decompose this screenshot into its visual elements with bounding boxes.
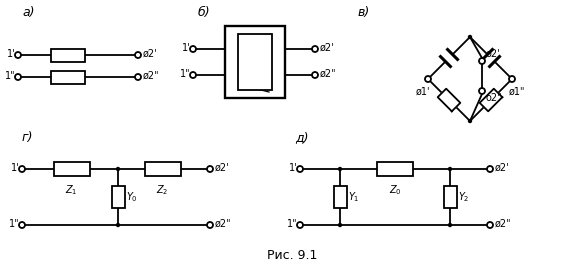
Circle shape — [116, 223, 120, 227]
Circle shape — [487, 222, 493, 228]
Bar — [112, 186, 125, 208]
Text: 1": 1" — [5, 71, 16, 81]
Text: ø1': ø1' — [416, 87, 430, 97]
Circle shape — [135, 52, 141, 58]
Circle shape — [135, 74, 141, 80]
Text: o2": o2" — [486, 93, 503, 103]
Bar — [238, 34, 272, 90]
Text: $Y_0$: $Y_0$ — [126, 190, 138, 204]
Polygon shape — [480, 89, 503, 111]
Polygon shape — [438, 89, 460, 111]
Circle shape — [338, 167, 342, 171]
Bar — [443, 186, 456, 208]
Bar — [145, 162, 181, 176]
Text: г): г) — [22, 131, 33, 144]
Text: 1": 1" — [287, 219, 298, 229]
Circle shape — [19, 166, 25, 172]
Circle shape — [207, 222, 213, 228]
Circle shape — [312, 46, 318, 52]
Circle shape — [509, 76, 515, 82]
Text: $Y_1$: $Y_1$ — [348, 190, 360, 204]
Circle shape — [297, 222, 303, 228]
Circle shape — [19, 222, 25, 228]
Circle shape — [190, 46, 196, 52]
Circle shape — [338, 223, 342, 227]
Text: $Z_2$: $Z_2$ — [156, 183, 168, 197]
Text: o2': o2' — [486, 49, 501, 59]
Circle shape — [479, 58, 485, 64]
Bar — [225, 26, 285, 98]
Bar — [54, 162, 90, 176]
Text: ø2": ø2" — [143, 71, 160, 81]
Text: $Y_2$: $Y_2$ — [458, 190, 470, 204]
Text: 1': 1' — [183, 43, 191, 53]
Circle shape — [468, 35, 472, 39]
Circle shape — [207, 166, 213, 172]
Text: 1": 1" — [180, 69, 191, 79]
Text: 1': 1' — [290, 163, 298, 173]
Text: д): д) — [295, 131, 308, 144]
Text: Рис. 9.1: Рис. 9.1 — [267, 249, 317, 262]
Circle shape — [479, 88, 485, 94]
Text: ø2': ø2' — [215, 163, 230, 173]
Circle shape — [448, 167, 452, 171]
Text: $Z_0$: $Z_0$ — [388, 183, 401, 197]
Circle shape — [448, 223, 452, 227]
Circle shape — [116, 167, 120, 171]
Text: ø2': ø2' — [143, 49, 157, 59]
Circle shape — [487, 166, 493, 172]
Text: $Z_1$: $Z_1$ — [65, 183, 77, 197]
Circle shape — [468, 119, 472, 123]
Circle shape — [425, 76, 431, 82]
Circle shape — [312, 72, 318, 78]
Circle shape — [190, 72, 196, 78]
Bar — [333, 186, 346, 208]
Text: ø1": ø1" — [509, 87, 525, 97]
Text: 1': 1' — [11, 163, 20, 173]
Text: ø2": ø2" — [495, 219, 512, 229]
Text: ø2': ø2' — [320, 43, 335, 53]
Text: ø2": ø2" — [320, 69, 336, 79]
Text: а): а) — [22, 6, 35, 19]
Circle shape — [297, 166, 303, 172]
Text: в): в) — [358, 6, 370, 19]
Bar — [377, 162, 413, 176]
Bar — [51, 48, 85, 61]
Circle shape — [15, 74, 21, 80]
Text: 1": 1" — [9, 219, 20, 229]
Bar — [51, 71, 85, 83]
Text: 1': 1' — [8, 49, 16, 59]
Text: ø2': ø2' — [495, 163, 510, 173]
Text: ø2": ø2" — [215, 219, 232, 229]
Circle shape — [15, 52, 21, 58]
Text: б): б) — [198, 6, 211, 19]
